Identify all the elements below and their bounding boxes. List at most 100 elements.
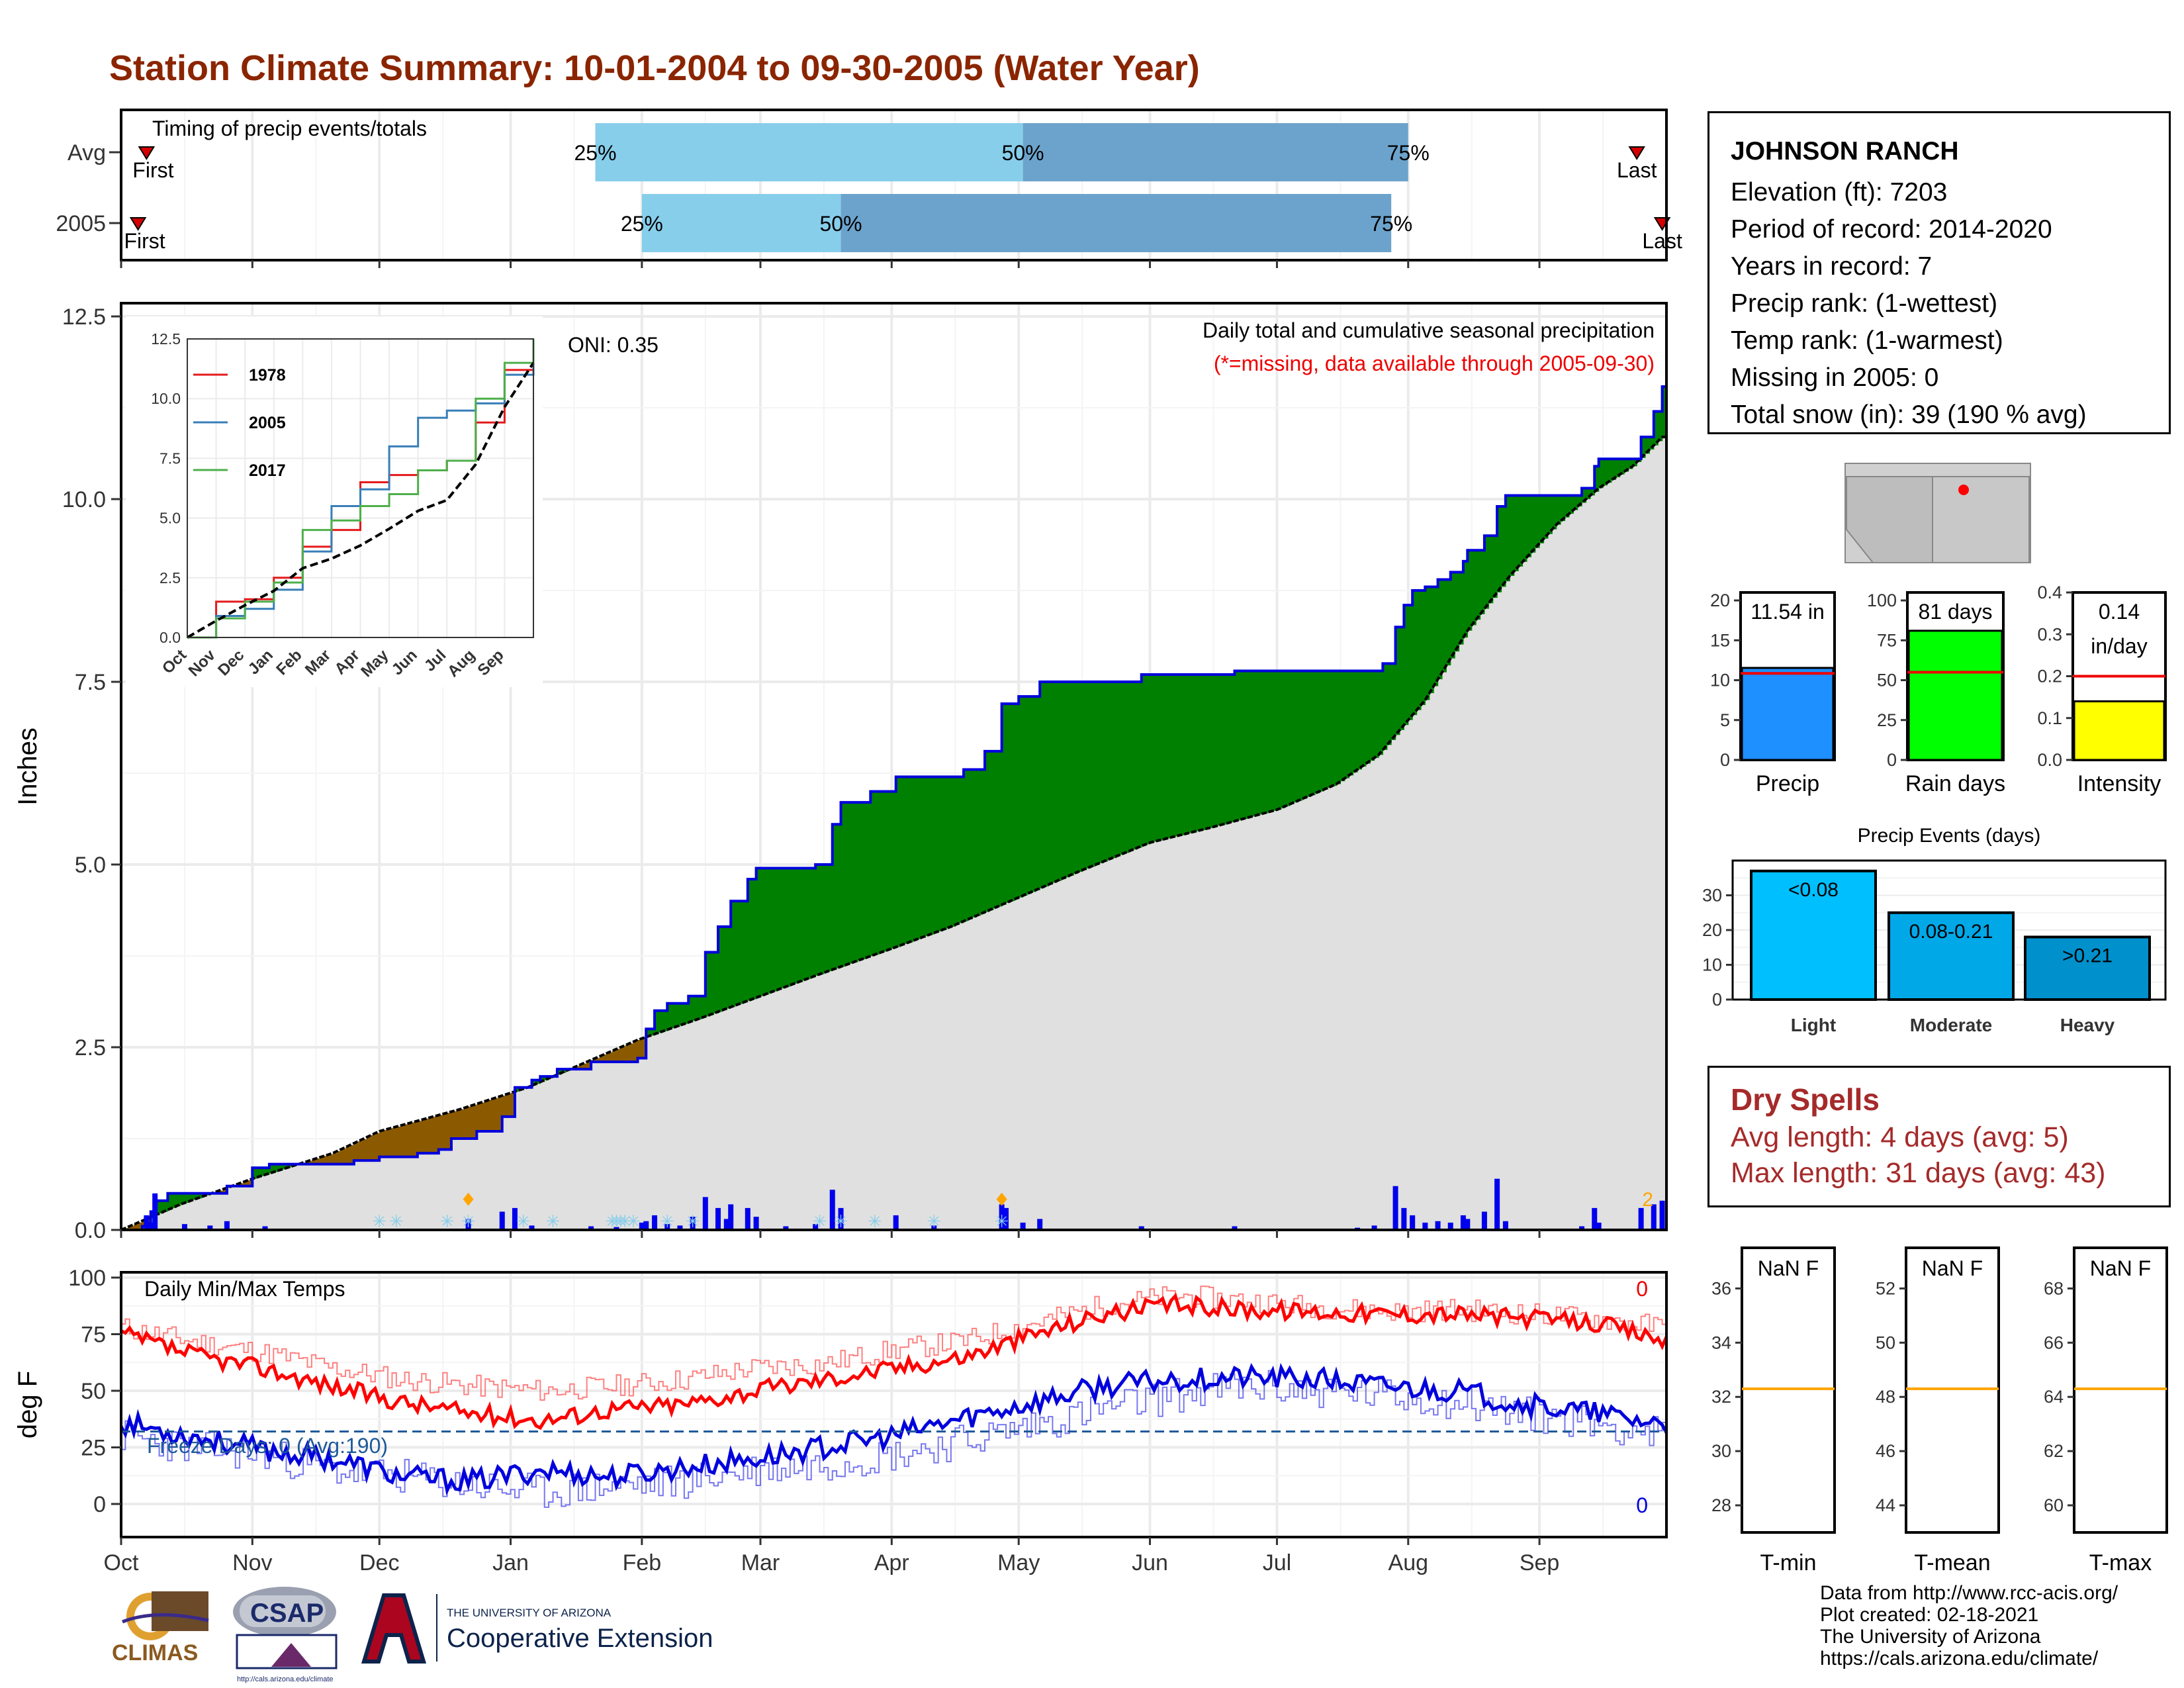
above-average-fill bbox=[1141, 674, 1146, 847]
below-average-fill bbox=[426, 1118, 431, 1154]
above-average-fill bbox=[1010, 704, 1015, 902]
above-average-fill bbox=[768, 868, 774, 993]
snow-marker: ✳ bbox=[516, 1211, 531, 1231]
station-location-marker bbox=[1958, 485, 1969, 495]
credits-line: Data from http://www.rcc-acis.org/ bbox=[1820, 1582, 2118, 1604]
above-average-fill bbox=[709, 952, 715, 1015]
snow-marker: ✳ bbox=[617, 1211, 632, 1231]
above-average-fill bbox=[540, 1076, 545, 1082]
below-average-fill bbox=[637, 1039, 643, 1058]
above-average-fill bbox=[1391, 663, 1396, 740]
below-average-fill bbox=[510, 1093, 516, 1117]
ua-big-text: Cooperative Extension bbox=[447, 1624, 713, 1653]
above-average-fill bbox=[1459, 572, 1464, 645]
below-average-fill bbox=[616, 1049, 621, 1062]
timing-bar-q50-q75 bbox=[841, 194, 1392, 252]
above-average-fill bbox=[1323, 671, 1328, 790]
temp-rank-y-tick-label: 36 bbox=[1711, 1278, 1731, 1298]
timing-label-50: 50% bbox=[1002, 141, 1044, 165]
above-average-fill bbox=[1446, 579, 1451, 666]
below-average-fill bbox=[633, 1041, 639, 1062]
precip-y-tick-label: 10.0 bbox=[62, 487, 106, 512]
above-average-fill bbox=[1146, 674, 1151, 845]
inset-y-tick-label: 7.5 bbox=[159, 449, 181, 467]
page-title: Station Climate Summary: 10-01-2004 to 0… bbox=[109, 48, 1200, 88]
summary-y-tick-label: 75 bbox=[1877, 630, 1897, 650]
daily-precip-bar bbox=[999, 1204, 1005, 1230]
snow-marker: ✳ bbox=[389, 1211, 404, 1231]
above-average-fill bbox=[1031, 696, 1036, 892]
temp-series-line bbox=[121, 1286, 1667, 1401]
below-average-fill bbox=[328, 1154, 334, 1164]
below-average-fill bbox=[358, 1141, 363, 1161]
timing-border bbox=[120, 109, 1668, 261]
precip-border bbox=[120, 302, 1668, 1231]
above-average-fill bbox=[1302, 671, 1307, 799]
above-average-fill bbox=[265, 1168, 270, 1175]
temp-rank-value: NaN F bbox=[1922, 1256, 1983, 1280]
above-average-fill bbox=[171, 1193, 177, 1208]
above-average-fill bbox=[1658, 411, 1663, 442]
above-average-fill bbox=[659, 1010, 664, 1033]
above-average-fill bbox=[1653, 411, 1659, 445]
summary-y-tick-label: 10 bbox=[1710, 671, 1730, 690]
above-average-fill bbox=[646, 1029, 651, 1037]
daily-precip-bar bbox=[1651, 1204, 1657, 1230]
daily-precip-bar bbox=[1037, 1219, 1043, 1230]
month-tick-label: Jan bbox=[492, 1550, 529, 1575]
summary-bar-charts: 11.54 in 0 5 10 15 20 Precip 81 days 0 25 50 75 100 R… bbox=[1710, 583, 2167, 796]
daily-precip-bar bbox=[783, 1226, 789, 1230]
above-average-fill bbox=[1531, 495, 1536, 553]
below-average-fill bbox=[604, 1055, 609, 1062]
above-average-fill bbox=[844, 802, 850, 965]
above-average-fill bbox=[925, 776, 931, 937]
below-average-fill bbox=[608, 1053, 613, 1062]
summary-y-tick-label: 15 bbox=[1710, 630, 1730, 650]
above-average-fill bbox=[1510, 495, 1515, 576]
above-average-fill bbox=[273, 1164, 279, 1172]
precip-y-tick-label: 2.5 bbox=[75, 1035, 106, 1060]
daily-precip-bar bbox=[207, 1225, 213, 1230]
precip-chart-title: Daily total and cumulative seasonal prec… bbox=[1203, 318, 1655, 342]
above-average-fill bbox=[1222, 674, 1227, 825]
daily-precip-bar bbox=[643, 1221, 649, 1230]
below-average-fill bbox=[222, 1189, 228, 1194]
above-average-fill bbox=[167, 1193, 173, 1210]
above-average-fill bbox=[946, 776, 952, 929]
above-average-fill bbox=[1543, 495, 1549, 539]
daily-precip-bar bbox=[1460, 1215, 1466, 1230]
above-average-fill bbox=[1285, 671, 1291, 806]
above-average-fill bbox=[1433, 586, 1439, 686]
above-average-fill bbox=[1167, 674, 1172, 839]
above-average-fill bbox=[1132, 682, 1138, 850]
above-average-fill bbox=[1455, 572, 1460, 652]
above-average-fill bbox=[1412, 590, 1418, 716]
above-average-fill bbox=[1306, 671, 1312, 797]
daily-precip-bar bbox=[1502, 1221, 1508, 1230]
diamond-marker bbox=[996, 1192, 1007, 1206]
month-tick-label: Oct bbox=[104, 1550, 139, 1575]
above-average-fill bbox=[1298, 671, 1303, 801]
above-average-fill bbox=[1497, 506, 1502, 592]
above-average-fill bbox=[1019, 696, 1024, 898]
inset-legend-label: 2017 bbox=[249, 461, 286, 480]
snow-marker: ✳ bbox=[834, 1211, 848, 1231]
daily-precip-bar bbox=[1422, 1222, 1428, 1230]
below-average-fill bbox=[443, 1113, 448, 1150]
above-average-fill bbox=[743, 901, 749, 1003]
station-name: JOHNSON RANCH bbox=[1731, 137, 1959, 165]
summary-y-tick-label: 0.0 bbox=[2037, 750, 2062, 770]
below-average-fill bbox=[240, 1183, 245, 1186]
daily-precip-bar bbox=[588, 1226, 594, 1230]
above-average-fill bbox=[908, 776, 913, 943]
above-average-fill bbox=[514, 1087, 520, 1092]
above-average-fill bbox=[1217, 674, 1222, 826]
month-tick-label: Apr bbox=[874, 1550, 909, 1575]
timing-chart: 25% 50% 75% First Last Avg 25% 50% 75% First Last 2… bbox=[56, 109, 1682, 268]
above-average-fill bbox=[858, 802, 863, 961]
above-average-fill bbox=[1632, 459, 1637, 467]
summary-bar-title: Intensity bbox=[2077, 771, 2161, 796]
above-average-fill bbox=[1514, 495, 1519, 571]
temp-y-tick-label: 0 bbox=[93, 1492, 106, 1517]
below-average-fill bbox=[404, 1124, 410, 1157]
